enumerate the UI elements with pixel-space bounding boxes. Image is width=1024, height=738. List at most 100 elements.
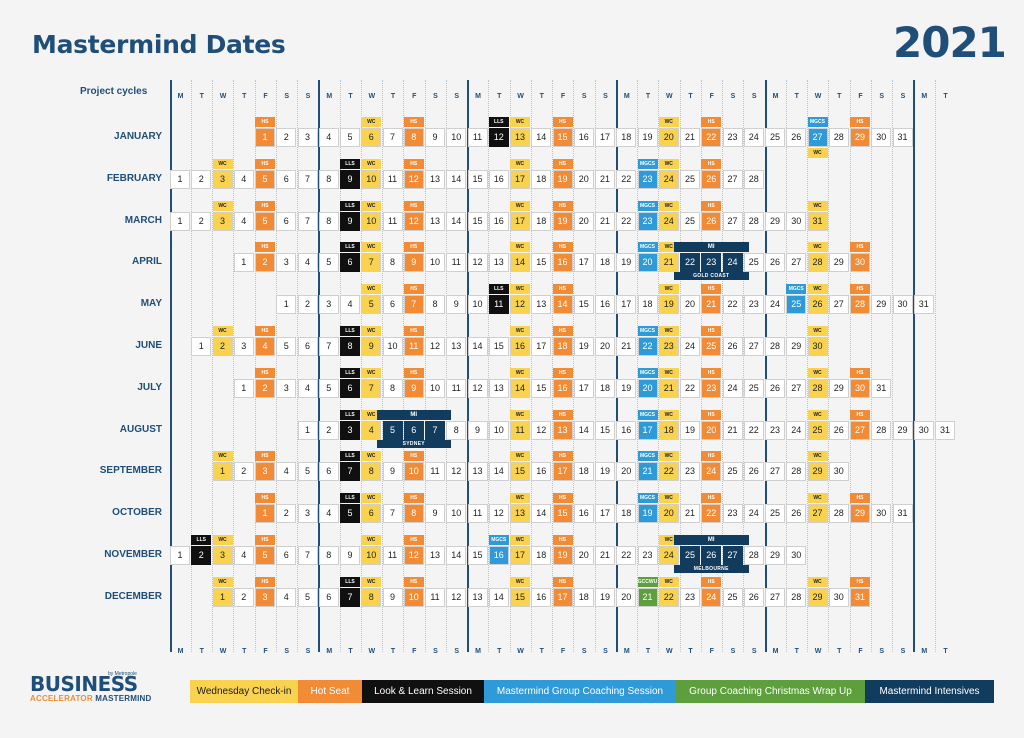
day-cell[interactable]: 29: [807, 462, 828, 482]
day-cell[interactable]: 15: [510, 587, 530, 607]
day-cell[interactable]: 19: [552, 211, 573, 231]
day-cell[interactable]: 18: [616, 128, 637, 147]
day-cell[interactable]: 2: [276, 504, 297, 524]
day-cell[interactable]: 15: [510, 462, 530, 482]
day-cell[interactable]: 7: [425, 420, 445, 440]
day-cell[interactable]: 29: [871, 295, 892, 315]
day-cell[interactable]: 2: [297, 295, 318, 315]
day-cell[interactable]: 29: [828, 253, 849, 273]
day-cell[interactable]: 8: [403, 504, 424, 524]
day-cell[interactable]: 27: [722, 169, 743, 189]
day-cell[interactable]: 13: [510, 504, 530, 524]
day-cell[interactable]: 1: [170, 169, 190, 189]
day-cell[interactable]: 10: [361, 546, 382, 565]
day-cell[interactable]: 12: [403, 546, 424, 565]
day-cell[interactable]: 22: [701, 128, 722, 147]
day-cell[interactable]: 16: [510, 337, 530, 356]
day-cell[interactable]: 5: [361, 295, 382, 315]
day-cell[interactable]: 1: [170, 211, 190, 231]
day-cell[interactable]: 26: [765, 253, 785, 273]
day-cell[interactable]: 12: [488, 128, 509, 147]
day-cell[interactable]: 31: [871, 378, 892, 398]
day-cell[interactable]: 17: [595, 504, 615, 524]
day-cell[interactable]: 13: [488, 378, 509, 398]
day-cell[interactable]: 29: [850, 128, 870, 147]
day-cell[interactable]: 11: [382, 211, 403, 231]
day-cell[interactable]: 26: [701, 211, 722, 231]
day-cell[interactable]: 17: [552, 462, 573, 482]
day-cell[interactable]: 20: [637, 253, 658, 273]
day-cell[interactable]: 24: [765, 295, 785, 315]
day-cell[interactable]: 29: [850, 504, 870, 524]
day-cell[interactable]: 25: [680, 211, 700, 231]
day-cell[interactable]: 25: [807, 420, 828, 440]
day-cell[interactable]: 20: [616, 462, 637, 482]
day-cell[interactable]: 31: [850, 587, 870, 607]
day-cell[interactable]: 30: [871, 504, 892, 524]
day-cell[interactable]: 3: [212, 546, 233, 565]
day-cell[interactable]: 3: [255, 587, 275, 607]
day-cell[interactable]: 21: [595, 211, 615, 231]
day-cell[interactable]: 18: [573, 587, 594, 607]
day-cell[interactable]: 27: [850, 420, 870, 440]
day-cell[interactable]: 17: [637, 420, 658, 440]
day-cell[interactable]: 13: [488, 253, 509, 273]
day-cell[interactable]: 1: [212, 587, 233, 607]
day-cell[interactable]: 24: [743, 128, 764, 147]
day-cell[interactable]: 1: [276, 295, 297, 315]
day-cell[interactable]: 18: [531, 211, 552, 231]
day-cell[interactable]: 5: [276, 337, 297, 356]
day-cell[interactable]: 24: [722, 378, 743, 398]
day-cell[interactable]: 10: [446, 128, 467, 147]
day-cell[interactable]: 18: [616, 504, 637, 524]
day-cell[interactable]: 2: [212, 337, 233, 356]
day-cell[interactable]: 8: [318, 169, 339, 189]
day-cell[interactable]: 19: [595, 587, 615, 607]
day-cell[interactable]: 24: [786, 420, 807, 440]
day-cell[interactable]: 14: [488, 462, 509, 482]
day-cell[interactable]: 10: [425, 378, 445, 398]
day-cell[interactable]: 4: [255, 337, 275, 356]
day-cell[interactable]: 28: [743, 169, 764, 189]
day-cell[interactable]: 5: [297, 462, 318, 482]
day-cell[interactable]: 22: [637, 337, 658, 356]
day-cell[interactable]: 25: [765, 128, 785, 147]
day-cell[interactable]: 27: [765, 587, 785, 607]
day-cell[interactable]: 30: [786, 546, 807, 565]
day-cell[interactable]: 5: [340, 128, 360, 147]
day-cell[interactable]: 11: [467, 504, 488, 524]
day-cell[interactable]: 10: [382, 337, 403, 356]
day-cell[interactable]: 26: [722, 337, 743, 356]
day-cell[interactable]: 27: [722, 546, 743, 565]
day-cell[interactable]: 27: [807, 128, 828, 147]
day-cell[interactable]: 12: [425, 337, 445, 356]
day-cell[interactable]: 11: [488, 295, 509, 315]
day-cell[interactable]: 9: [467, 420, 488, 440]
day-cell[interactable]: 25: [765, 504, 785, 524]
day-cell[interactable]: 26: [765, 378, 785, 398]
day-cell[interactable]: 8: [361, 462, 382, 482]
day-cell[interactable]: 31: [807, 211, 828, 231]
day-cell[interactable]: 19: [680, 420, 700, 440]
day-cell[interactable]: 12: [446, 462, 467, 482]
day-cell[interactable]: 8: [340, 337, 360, 356]
day-cell[interactable]: 24: [722, 253, 743, 273]
day-cell[interactable]: 23: [765, 420, 785, 440]
day-cell[interactable]: 6: [276, 546, 297, 565]
day-cell[interactable]: 23: [680, 587, 700, 607]
day-cell[interactable]: 24: [701, 462, 722, 482]
day-cell[interactable]: 21: [658, 378, 679, 398]
day-cell[interactable]: 30: [828, 587, 849, 607]
day-cell[interactable]: 17: [573, 378, 594, 398]
day-cell[interactable]: 18: [637, 295, 658, 315]
day-cell[interactable]: 2: [233, 462, 254, 482]
day-cell[interactable]: 22: [701, 504, 722, 524]
day-cell[interactable]: 10: [403, 587, 424, 607]
day-cell[interactable]: 8: [446, 420, 467, 440]
day-cell[interactable]: 11: [403, 337, 424, 356]
day-cell[interactable]: 19: [573, 337, 594, 356]
day-cell[interactable]: 13: [467, 587, 488, 607]
day-cell[interactable]: 9: [425, 504, 445, 524]
day-cell[interactable]: 29: [892, 420, 913, 440]
day-cell[interactable]: 21: [637, 462, 658, 482]
